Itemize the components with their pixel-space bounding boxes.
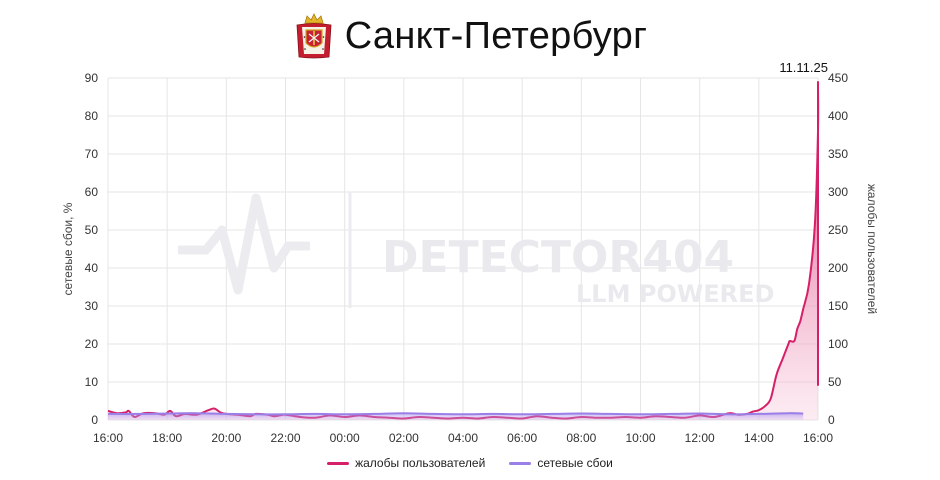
y-right-tick-label: 350 xyxy=(828,147,848,161)
y-right-tick-label: 400 xyxy=(828,109,848,123)
y-left-tick-label: 20 xyxy=(85,337,99,351)
y-right-axis-title: жалобы пользователей xyxy=(865,184,879,314)
y-right-tick-label: 300 xyxy=(828,185,848,199)
y-right-tick-label: 50 xyxy=(828,375,842,389)
y-right-tick-label: 200 xyxy=(828,261,848,275)
y-right-tick-label: 150 xyxy=(828,299,848,313)
x-tick-label: 16:00 xyxy=(93,431,123,445)
legend-label-complaints: жалобы пользователей xyxy=(355,456,486,470)
watermark-line2: LLM POWERED xyxy=(576,280,774,308)
x-tick-label: 18:00 xyxy=(152,431,182,445)
y-left-tick-label: 50 xyxy=(85,223,99,237)
page-header: Санкт-Петербург xyxy=(0,8,940,64)
legend-item-network-failures[interactable]: сетевые сбои xyxy=(509,456,613,470)
x-tick-label: 14:00 xyxy=(744,431,774,445)
legend-item-complaints[interactable]: жалобы пользователей xyxy=(327,456,485,470)
y-right-tick-label: 0 xyxy=(828,413,835,427)
x-tick-label: 12:00 xyxy=(685,431,715,445)
x-tick-label: 00:00 xyxy=(330,431,360,445)
y-right-tick-label: 100 xyxy=(828,337,848,351)
watermark-pulse-icon xyxy=(178,193,310,295)
y-left-axis-title: сетевые сбои, % xyxy=(61,202,75,295)
legend-swatch-complaints xyxy=(327,461,350,465)
x-tick-label: 16:00 xyxy=(803,431,833,445)
page-title: Санкт-Петербург xyxy=(344,14,648,57)
date-label: 11.11.25 xyxy=(779,60,828,75)
watermark-line1: DETECTOR404 xyxy=(382,232,734,283)
legend: жалобы пользователей сетевые сбои xyxy=(0,456,940,470)
y-left-tick-label: 80 xyxy=(85,109,99,123)
y-left-tick-label: 40 xyxy=(85,261,99,275)
coat-of-arms-icon xyxy=(296,13,332,59)
series xyxy=(107,80,820,420)
x-tick-label: 02:00 xyxy=(389,431,419,445)
series-line-1 xyxy=(107,412,804,416)
y-left-tick-label: 70 xyxy=(85,147,99,161)
y-left-tick-label: 10 xyxy=(85,375,99,389)
y-left-tick-label: 90 xyxy=(85,71,99,85)
x-tick-label: 22:00 xyxy=(270,431,300,445)
y-left-tick-label: 0 xyxy=(91,413,98,427)
x-tick-label: 20:00 xyxy=(211,431,241,445)
axes: 0 10 20 30 40 50 60 70 80 90 0 50 100 150 200 250 300 350… xyxy=(61,60,879,445)
y-left-tick-label: 60 xyxy=(85,185,99,199)
x-tick-label: 08:00 xyxy=(566,431,596,445)
y-right-tick-label: 450 xyxy=(828,71,848,85)
y-right-tick-label: 250 xyxy=(828,223,848,237)
x-tick-label: 04:00 xyxy=(448,431,478,445)
legend-swatch-network-failures xyxy=(509,461,532,465)
x-tick-label: 10:00 xyxy=(625,431,655,445)
y-left-tick-label: 30 xyxy=(85,299,99,313)
legend-label-network-failures: сетевые сбои xyxy=(537,456,613,470)
x-tick-label: 06:00 xyxy=(507,431,537,445)
